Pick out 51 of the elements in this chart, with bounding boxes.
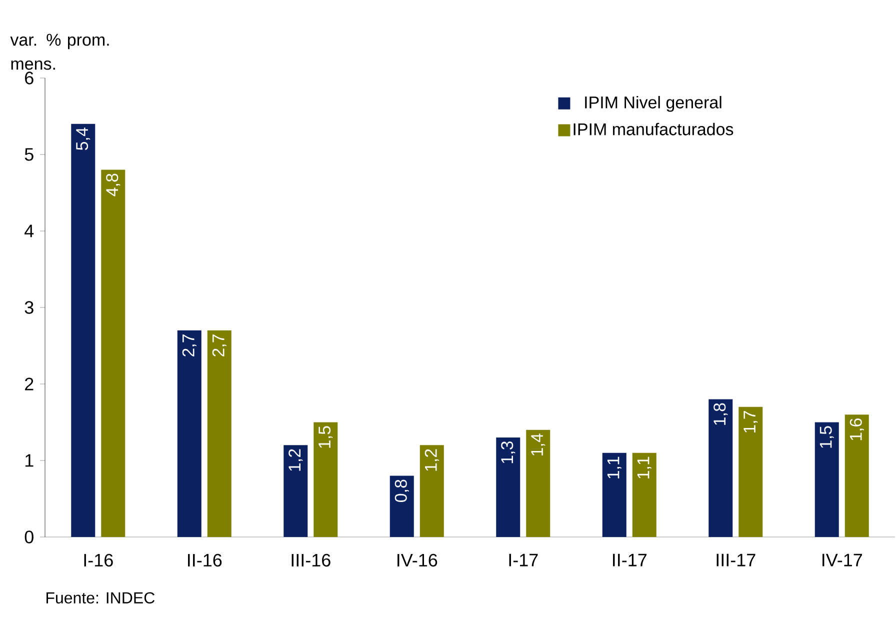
data-label: 1,1 [607,456,622,478]
bar [314,422,338,537]
x-tick-label: IV-16 [398,554,438,567]
data-label: 2,7 [182,334,196,356]
data-label: 1,5 [318,426,333,448]
data-label: 1,4 [531,434,546,456]
x-tick-label: II-17 [613,554,646,566]
x-tick-label: III-17 [716,554,756,566]
data-label: 0,8 [394,480,409,502]
source-note: Fuente: INDEC [46,592,155,604]
y-tick-label: 4 [24,224,34,238]
x-tick-label: I-17 [509,554,538,566]
bar [844,414,869,537]
data-label: 1,1 [637,456,652,478]
bar [602,452,626,537]
x-tick-label: IV-17 [822,554,862,566]
bar [101,170,126,537]
bar [207,330,232,537]
data-label: 2,7 [212,334,226,356]
bar [420,445,444,537]
legend-label: IPIM manufacturados [574,122,734,136]
bar [284,445,308,537]
bar [738,406,763,537]
x-tick-label: III-16 [292,554,330,567]
data-label: 1,7 [744,410,758,432]
bar [708,399,733,537]
data-label: 1,2 [288,449,303,471]
y-tick-label: 5 [24,148,34,161]
legend-label: IPIM Nivel general [585,96,722,112]
data-label: 5,4 [76,128,90,150]
bar [814,422,839,537]
data-label: 1,8 [714,403,728,425]
y-tick-label: 2 [25,378,34,390]
data-label: 1,5 [820,426,834,448]
data-label: 4,8 [106,174,120,196]
y-axis-title: var. % prom. mens. [10,34,109,70]
y-tick-label: 6 [25,72,34,84]
data-label: 1,2 [424,449,439,471]
bar [390,476,414,537]
bar [71,124,96,537]
y-tick-label: 3 [24,301,34,314]
y-tick-label: 1 [25,454,34,467]
data-label: 1,6 [850,418,864,440]
x-tick-label: II-16 [188,554,222,567]
bar [496,438,520,537]
bar [526,430,550,537]
data-label: 1,3 [501,441,516,464]
bar [632,452,656,537]
x-tick-label: I-16 [84,554,113,567]
y-tick-label: 0 [24,530,34,544]
bar [177,330,202,537]
